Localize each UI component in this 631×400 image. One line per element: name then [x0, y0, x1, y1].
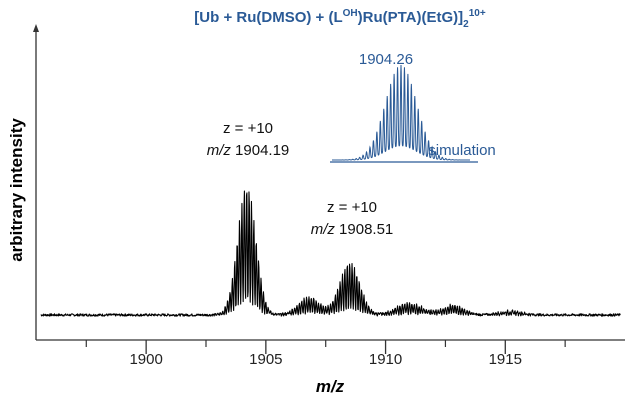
simulation-peak-label: 1904.26	[359, 51, 413, 68]
annotation-peak1-mz-label: m/z	[207, 142, 232, 159]
title-subscript: 2	[463, 19, 469, 30]
x-axis-minor-ticks	[85, 340, 566, 347]
annotation-peak1-mz: m/z 1904.19	[207, 142, 290, 159]
y-axis-arrow-icon	[33, 24, 39, 32]
chart-title: [Ub + Ru(DMSO) + (LOH)Ru(PTA)(EtG)]210+	[194, 8, 486, 30]
title-superscript: OH	[343, 8, 358, 19]
annotation-peak2-charge: z = +10	[327, 199, 377, 216]
x-tick-label-1910: 1910	[369, 351, 402, 368]
title-part-2: )Ru(PTA)(EtG)]	[358, 9, 464, 26]
title-charge: 10+	[469, 8, 486, 19]
x-tick-label-1905: 1905	[249, 351, 282, 368]
x-axis-label: m/z	[316, 377, 345, 396]
annotation-peak2-mz-value: 1908.51	[339, 221, 393, 238]
x-tick-label-1900: 1900	[129, 351, 162, 368]
annotation-peak2-mz: m/z 1908.51	[311, 221, 394, 238]
annotation-peak1-charge: z = +10	[223, 120, 273, 137]
title-part-1: [Ub + Ru(DMSO) + (L	[194, 9, 342, 26]
simulation-spectrum-line	[332, 64, 470, 161]
annotation-peak2-mz-label: m/z	[311, 221, 336, 238]
y-axis-label: arbitrary intensity	[7, 118, 26, 262]
x-axis-major-ticks	[145, 340, 506, 354]
x-tick-label-1915: 1915	[489, 351, 522, 368]
annotation-peak1-mz-value: 1904.19	[235, 142, 289, 159]
experimental-spectrum-line	[40, 190, 621, 317]
simulation-label: simulation	[428, 142, 496, 159]
